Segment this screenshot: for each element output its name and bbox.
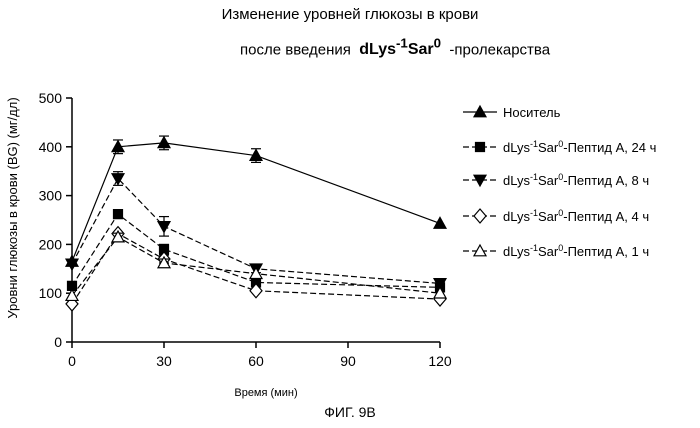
- legend-superscript: -1: [530, 243, 538, 253]
- y-tick-label: 400: [39, 139, 63, 155]
- legend-marker: [474, 209, 486, 223]
- y-tick-label: 500: [39, 90, 63, 106]
- legend-text: -Пептид А, 24 ч: [563, 140, 656, 155]
- data-point: [158, 222, 170, 233]
- y-tick-label: 200: [39, 236, 63, 252]
- legend-text: Sar: [538, 173, 559, 188]
- legend-superscript: -1: [530, 172, 538, 182]
- legend-entry-4: dLys-1Sar0-Пептид А, 1 ч: [463, 243, 649, 259]
- data-point: [158, 137, 170, 148]
- legend-text: dLys: [503, 173, 530, 188]
- legend-text: -Пептид А, 1 ч: [563, 244, 649, 259]
- x-axis-label: Время (мин): [234, 387, 297, 399]
- legend-entry-0: Носитель: [463, 105, 561, 120]
- legend-text: Sar: [538, 244, 559, 259]
- y-tick-label: 100: [39, 285, 63, 301]
- legend-entry-3: dLys-1Sar0-Пептид А, 4 ч: [463, 208, 649, 224]
- legend-marker: [476, 143, 485, 152]
- legend-entry-2: dLys-1Sar0-Пептид А, 8 ч: [463, 172, 649, 188]
- y-tick-label: 0: [54, 334, 62, 350]
- x-tick-label: 90: [340, 353, 356, 369]
- legend-text: Sar: [538, 209, 559, 224]
- x-tick-label: 0: [68, 353, 76, 369]
- legend-label: dLys-1Sar0-Пептид А, 1 ч: [503, 243, 649, 259]
- legend-label: dLys-1Sar0-Пептид А, 24 ч: [503, 139, 656, 155]
- legend-text: dLys: [503, 209, 530, 224]
- legend-marker: [474, 175, 486, 186]
- legend-text: -Пептид А, 8 ч: [563, 173, 649, 188]
- y-tick-label: 300: [39, 188, 63, 204]
- x-tick-label: 60: [248, 353, 264, 369]
- x-tick-label: 30: [156, 353, 172, 369]
- legend-superscript: -1: [530, 208, 538, 218]
- legend-label: dLys-1Sar0-Пептид А, 4 ч: [503, 208, 649, 224]
- legend-text: dLys: [503, 244, 530, 259]
- legend-label: Носитель: [503, 105, 561, 120]
- legend-text: -Пептид А, 4 ч: [563, 209, 649, 224]
- figure-label: ФИГ. 9B: [0, 404, 700, 420]
- series-0: [66, 136, 446, 266]
- legend-text: Sar: [538, 140, 559, 155]
- y-axis-label: Уровни глюкозы в крови (BG) (мг/дл): [5, 97, 20, 318]
- data-point: [114, 210, 123, 219]
- data-point: [434, 217, 446, 228]
- data-point: [66, 290, 78, 301]
- legend-superscript: -1: [530, 139, 538, 149]
- legend-label: dLys-1Sar0-Пептид А, 8 ч: [503, 172, 649, 188]
- legend-entry-1: dLys-1Sar0-Пептид А, 24 ч: [463, 139, 656, 155]
- x-tick-label: 120: [428, 353, 452, 369]
- legend-text: dLys: [503, 140, 530, 155]
